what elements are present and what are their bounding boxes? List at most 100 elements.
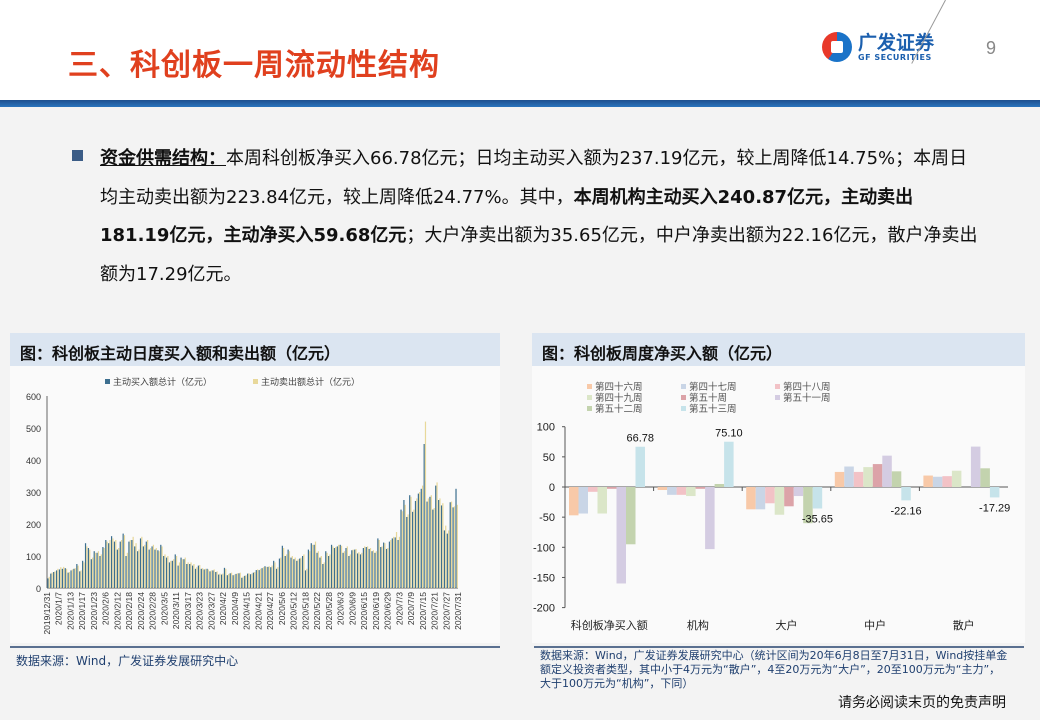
x-tick-label: 2020/4/9 [230, 592, 240, 625]
x-tick-label: 2020/4/27 [265, 592, 275, 630]
bar-buy [345, 548, 347, 588]
bar-sell [135, 543, 137, 588]
bar-sell [57, 568, 59, 588]
bar-sell [230, 572, 233, 588]
bar-buy [232, 575, 234, 588]
bar-sell [219, 573, 221, 588]
bar-buy [310, 543, 312, 588]
bar-sell [51, 572, 53, 588]
bar-sell [65, 568, 68, 588]
bar-sell [335, 547, 337, 588]
bar-sell [106, 541, 108, 588]
x-tick-label: 2020/6/9 [347, 592, 357, 625]
bar-buy [356, 553, 359, 588]
legend-swatch [253, 379, 258, 384]
bar-sell [268, 566, 270, 588]
bar-buy [452, 507, 454, 588]
legend-swatch [587, 395, 592, 400]
bar-buy [93, 551, 95, 588]
bar-buy [113, 541, 116, 588]
bar-buy [180, 557, 182, 588]
logo-cn: 广发证券 [858, 31, 935, 54]
bar-sell [300, 557, 302, 588]
bar-buy [148, 549, 150, 588]
bar [980, 468, 990, 487]
bar-sell [436, 482, 438, 588]
bar-sell [364, 546, 366, 588]
bar-buy [325, 551, 327, 588]
bar-buy [293, 559, 295, 588]
bar-buy [87, 548, 90, 588]
bullet-icon [72, 150, 83, 161]
bar-buy [278, 558, 281, 588]
bar-buy [96, 552, 98, 588]
bar-buy [67, 572, 69, 588]
bar-sell [404, 504, 406, 588]
bar-buy [411, 511, 414, 588]
legend-label: 第五十周 [689, 392, 727, 404]
bar-buy [79, 571, 81, 588]
bar-buy [157, 550, 159, 588]
bar-buy [359, 554, 362, 588]
bar-sell [233, 574, 236, 588]
bar [755, 487, 766, 510]
bar-buy [362, 548, 365, 588]
bar-buy [128, 541, 130, 588]
bar-buy [273, 560, 275, 588]
x-tick-label: 2020/6/19 [371, 592, 381, 630]
bar-buy [76, 564, 78, 588]
x-tick-label: 2020/1/13 [65, 592, 75, 630]
bar-sell [349, 554, 351, 588]
bar-sell [123, 535, 126, 588]
bar-sell [320, 556, 322, 588]
bar-buy [223, 567, 226, 588]
bar-sell [372, 550, 374, 588]
header-band [0, 100, 1040, 107]
bar-buy [206, 568, 208, 588]
bar-sell [74, 568, 76, 588]
bar-sell [352, 549, 354, 588]
bar-sell [210, 570, 212, 588]
bar-sell [86, 546, 88, 588]
bar-sell [190, 562, 192, 588]
bar-buy [388, 541, 391, 588]
x-tick-label: 2020/1/7 [54, 592, 64, 625]
bar-buy [432, 509, 434, 588]
x-tick-label: 2020/7/21 [430, 592, 440, 630]
bar-sell [239, 572, 241, 588]
left-chart-panel: 图：科创板主动日度买入额和卖出额（亿元） 0 100 200 300 400 500 600… [10, 333, 500, 643]
legend-label: 主动卖出额总计（亿元） [261, 376, 360, 387]
bar-buy [174, 554, 176, 588]
bar-sell [448, 530, 450, 588]
bar [793, 487, 804, 497]
bar [676, 487, 687, 495]
bar-buy [443, 530, 446, 588]
bar-sell [413, 509, 415, 588]
bar [901, 487, 911, 501]
bar-buy [238, 573, 240, 588]
bar-sell [453, 506, 456, 588]
bar-sell [184, 557, 186, 588]
x-category-label: 散户 [953, 618, 975, 632]
bar-buy [374, 552, 376, 588]
bar-sell [439, 498, 441, 588]
bar-sell [456, 504, 458, 588]
bar [765, 487, 775, 504]
bar-sell [173, 559, 175, 588]
bar-buy [391, 538, 393, 588]
bar-sell [167, 556, 169, 588]
legend-swatch [775, 395, 780, 400]
bar-sell [445, 525, 447, 588]
x-tick-label: 2020/5/18 [300, 592, 310, 630]
bar-sell [303, 554, 305, 588]
bar-buy [316, 552, 318, 588]
y-tick-label: 100 [537, 422, 555, 434]
bar-buy [319, 557, 321, 588]
gf-logo: 广发证券 GF SECURITIES [822, 32, 934, 62]
x-tick-label: 2020/7/9 [406, 592, 416, 625]
bar-buy [354, 549, 356, 588]
bar-buy [229, 573, 231, 588]
y-tick-label: 400 [26, 456, 41, 466]
bar-buy [255, 570, 257, 588]
bar-buy [203, 569, 205, 588]
